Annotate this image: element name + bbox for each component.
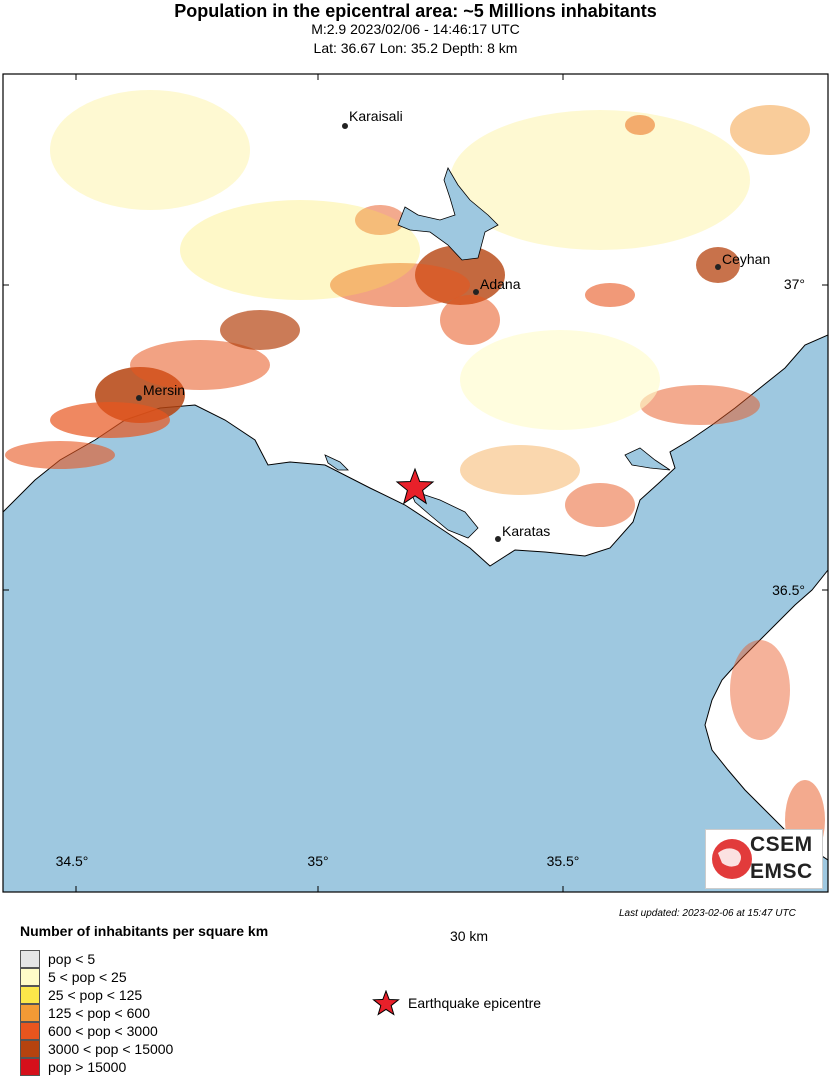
- globe-icon: [712, 839, 752, 879]
- population-map: 34.5° 35° 35.5° 37° 36.5° Karaisali Adan…: [2, 73, 829, 893]
- city-label-karatas: Karatas: [502, 523, 550, 539]
- city-markers: Karaisali Adana Ceyhan Mersin Karatas: [136, 108, 770, 542]
- legend-swatch: [20, 968, 40, 986]
- epicentre-legend-label: Earthquake epicentre: [408, 995, 542, 1011]
- legend-title: Number of inhabitants per square km: [20, 923, 269, 939]
- lon-tick-label: 34.5°: [56, 853, 89, 869]
- map-title: Population in the epicentral area: ~5 Mi…: [174, 1, 657, 21]
- event-location: Lat: 36.67 Lon: 35.2 Depth: 8 km: [313, 40, 518, 56]
- legend-swatch: [20, 1022, 40, 1040]
- legend-item: 3000 < pop < 15000: [20, 1040, 173, 1058]
- legend-item: 125 < pop < 600: [20, 1004, 173, 1022]
- legend-item: 5 < pop < 25: [20, 968, 173, 986]
- legend-label: 25 < pop < 125: [48, 987, 143, 1003]
- city-label-karaisali: Karaisali: [349, 108, 403, 124]
- last-updated: Last updated: 2023-02-06 at 15:47 UTC: [619, 908, 796, 919]
- csem-emsc-logo: CSEM EMSC: [705, 829, 823, 889]
- city-label-adana: Adana: [480, 276, 521, 292]
- city-dot: [715, 264, 721, 270]
- population-overlay: [5, 90, 825, 860]
- legend-swatch: [20, 950, 40, 968]
- legend-label: pop > 15000: [48, 1059, 127, 1075]
- epicentre-star-icon: [395, 467, 435, 505]
- lat-tick-label: 36.5°: [772, 582, 805, 598]
- legend-swatch: [20, 1058, 40, 1076]
- lagoon: [409, 489, 479, 539]
- bay-inlet: [624, 447, 671, 471]
- city-dot: [136, 395, 142, 401]
- legend-item: pop > 15000: [20, 1058, 173, 1076]
- legend-swatch: [20, 1004, 40, 1022]
- legend-swatch: [20, 986, 40, 1004]
- legend-item: 25 < pop < 125: [20, 986, 173, 1004]
- legend-item: 600 < pop < 3000: [20, 1022, 173, 1040]
- legend-label: 600 < pop < 3000: [48, 1023, 158, 1039]
- lat-tick-label: 37°: [784, 276, 805, 292]
- legend-label: 5 < pop < 25: [48, 969, 127, 985]
- legend-label: 125 < pop < 600: [48, 1005, 150, 1021]
- legend-label: 3000 < pop < 15000: [48, 1041, 174, 1057]
- city-label-ceyhan: Ceyhan: [722, 251, 770, 267]
- city-dot: [473, 289, 479, 295]
- city-dot: [495, 536, 501, 542]
- logo-line2: EMSC: [750, 860, 813, 883]
- lon-tick-label: 35°: [307, 853, 328, 869]
- star-icon: [372, 990, 400, 1016]
- city-label-mersin: Mersin: [143, 382, 185, 398]
- frame-ticks: [3, 74, 828, 892]
- city-dot: [342, 123, 348, 129]
- legend-label: pop < 5: [48, 951, 96, 967]
- logo-line1: CSEM: [750, 833, 813, 856]
- lagoon-small: [324, 454, 349, 471]
- legend-swatch: [20, 1040, 40, 1058]
- legend-item: pop < 5: [20, 950, 173, 968]
- event-info: M:2.9 2023/02/06 - 14:46:17 UTC: [311, 21, 520, 37]
- legend: pop < 5 5 < pop < 25 25 < pop < 125 125 …: [20, 950, 173, 1076]
- map-frame: [2, 73, 829, 893]
- epicentre-legend: Earthquake epicentre: [372, 990, 541, 1016]
- lon-tick-label: 35.5°: [547, 853, 580, 869]
- scale-label: 30 km: [449, 928, 489, 944]
- reservoir: [397, 167, 499, 261]
